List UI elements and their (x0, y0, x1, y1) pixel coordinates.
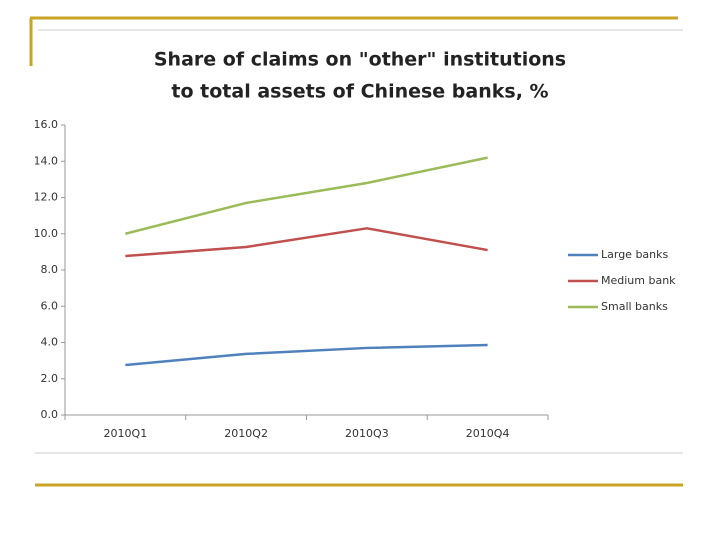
legend-label: Medium bank (601, 274, 676, 287)
x-tick-label: 2010Q1 (104, 427, 148, 440)
legend-label: Large banks (601, 248, 669, 261)
y-tick-label: 6.0 (41, 299, 59, 312)
series-line (125, 156, 488, 235)
chart-title-line-2: to total assets of Chinese banks, % (171, 81, 548, 103)
y-tick-label: 4.0 (41, 336, 59, 349)
y-tick-label: 10.0 (34, 227, 59, 240)
x-tick-label: 2010Q4 (466, 427, 510, 440)
y-tick-label: 12.0 (34, 191, 59, 204)
series-line (125, 343, 488, 367)
y-tick-label: 16.0 (34, 118, 59, 131)
chart-title-line-1: Share of claims on "other" institutions (154, 49, 566, 71)
y-tick-label: 2.0 (41, 372, 59, 385)
x-tick-label: 2010Q2 (224, 427, 268, 440)
series-line (125, 227, 488, 258)
y-tick-label: 14.0 (34, 154, 59, 167)
legend-label: Small banks (601, 300, 668, 313)
plot: 0.0 2.0 4.0 6.0 8.0 10.0 12.0 14.0 16.0 2010Q1 201… (34, 118, 549, 440)
y-tick-label: 8.0 (41, 263, 59, 276)
x-tick-label: 2010Q3 (345, 427, 389, 440)
y-tick-label: 0.0 (41, 408, 59, 421)
